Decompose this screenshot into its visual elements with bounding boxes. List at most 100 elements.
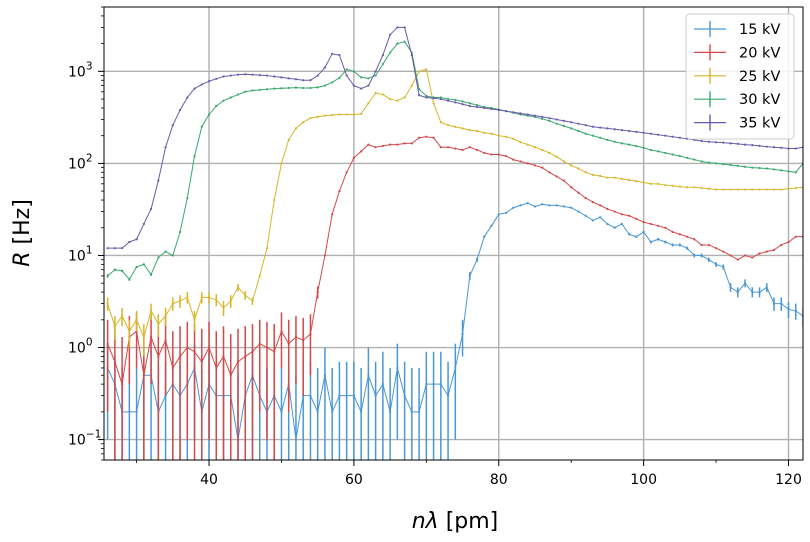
data-point (591, 134, 595, 137)
data-point (606, 176, 609, 179)
data-point (657, 238, 660, 241)
data-point (519, 141, 522, 144)
data-point (504, 135, 508, 138)
data-point (758, 290, 761, 294)
data-point (128, 410, 131, 413)
data-point (758, 144, 761, 147)
data-point (106, 342, 109, 345)
data-point (273, 75, 276, 78)
data-point (207, 296, 211, 299)
data-point (613, 140, 616, 143)
data-point (490, 132, 493, 135)
data-point (584, 132, 587, 135)
data-point (693, 254, 696, 257)
data-point (758, 252, 761, 255)
data-point (772, 248, 776, 251)
data-point (352, 113, 356, 116)
data-point (570, 186, 573, 189)
data-point (439, 146, 442, 149)
data-point (215, 298, 218, 301)
data-point (113, 268, 116, 271)
data-point (425, 383, 428, 386)
data-point (135, 318, 138, 321)
data-point (526, 113, 529, 116)
data-point (381, 62, 384, 66)
data-point (707, 243, 710, 247)
data-point (381, 93, 384, 96)
y-tick-label: 10−1 (68, 429, 101, 449)
data-point (331, 81, 334, 84)
data-point (541, 115, 544, 119)
data-point (483, 235, 486, 238)
data-point (671, 184, 674, 187)
data-point (599, 136, 602, 139)
data-point (258, 74, 261, 77)
data-point (519, 112, 522, 115)
data-point (244, 355, 247, 358)
data-point (519, 160, 522, 163)
data-point (302, 121, 305, 124)
data-point (222, 355, 225, 358)
data-point (700, 254, 703, 257)
data-point (200, 125, 203, 128)
data-point (628, 233, 631, 236)
y-tick-label: 100 (68, 337, 93, 357)
data-point (707, 140, 710, 143)
data-point (475, 105, 479, 109)
data-point (548, 119, 551, 122)
data-point (432, 383, 435, 386)
data-point (591, 200, 595, 204)
data-point (323, 66, 327, 69)
data-point (577, 167, 580, 170)
data-point (215, 366, 218, 370)
data-point (425, 96, 428, 99)
data-point (657, 182, 660, 185)
data-point (251, 73, 254, 76)
data-point (294, 86, 298, 89)
data-point (707, 187, 710, 190)
data-point (273, 87, 276, 90)
data-point (555, 122, 558, 125)
data-point (186, 96, 189, 99)
data-point (765, 250, 768, 253)
data-point (331, 410, 334, 413)
data-point (780, 302, 783, 305)
data-point (461, 127, 464, 130)
data-point (280, 330, 283, 333)
data-point (186, 196, 189, 200)
data-point (649, 148, 652, 152)
data-point (106, 247, 109, 250)
data-point (352, 156, 356, 159)
data-point (526, 143, 529, 146)
data-point (628, 178, 631, 182)
data-point (345, 74, 348, 77)
x-tick-label: 60 (345, 472, 363, 488)
data-point (714, 141, 718, 144)
data-point (171, 124, 174, 127)
y-tick-label: 102 (68, 152, 93, 172)
data-point (475, 258, 479, 261)
data-point (722, 188, 725, 191)
data-point (541, 203, 544, 206)
data-point (294, 438, 298, 441)
data-point (236, 93, 240, 96)
data-point (454, 101, 457, 104)
data-point (533, 205, 537, 208)
data-point (787, 170, 790, 173)
data-point (200, 296, 203, 299)
data-point (642, 230, 645, 234)
data-point (657, 133, 660, 136)
data-point (772, 168, 776, 171)
data-point (526, 162, 529, 165)
data-point (743, 282, 747, 285)
data-point (389, 97, 392, 101)
data-point (222, 75, 225, 78)
data-point (323, 114, 327, 117)
data-point (396, 99, 399, 102)
data-point (454, 98, 457, 101)
data-point (751, 256, 754, 259)
data-point (446, 394, 450, 397)
data-point (121, 269, 124, 272)
data-point (287, 138, 290, 142)
y-tick-label: 103 (68, 60, 93, 80)
